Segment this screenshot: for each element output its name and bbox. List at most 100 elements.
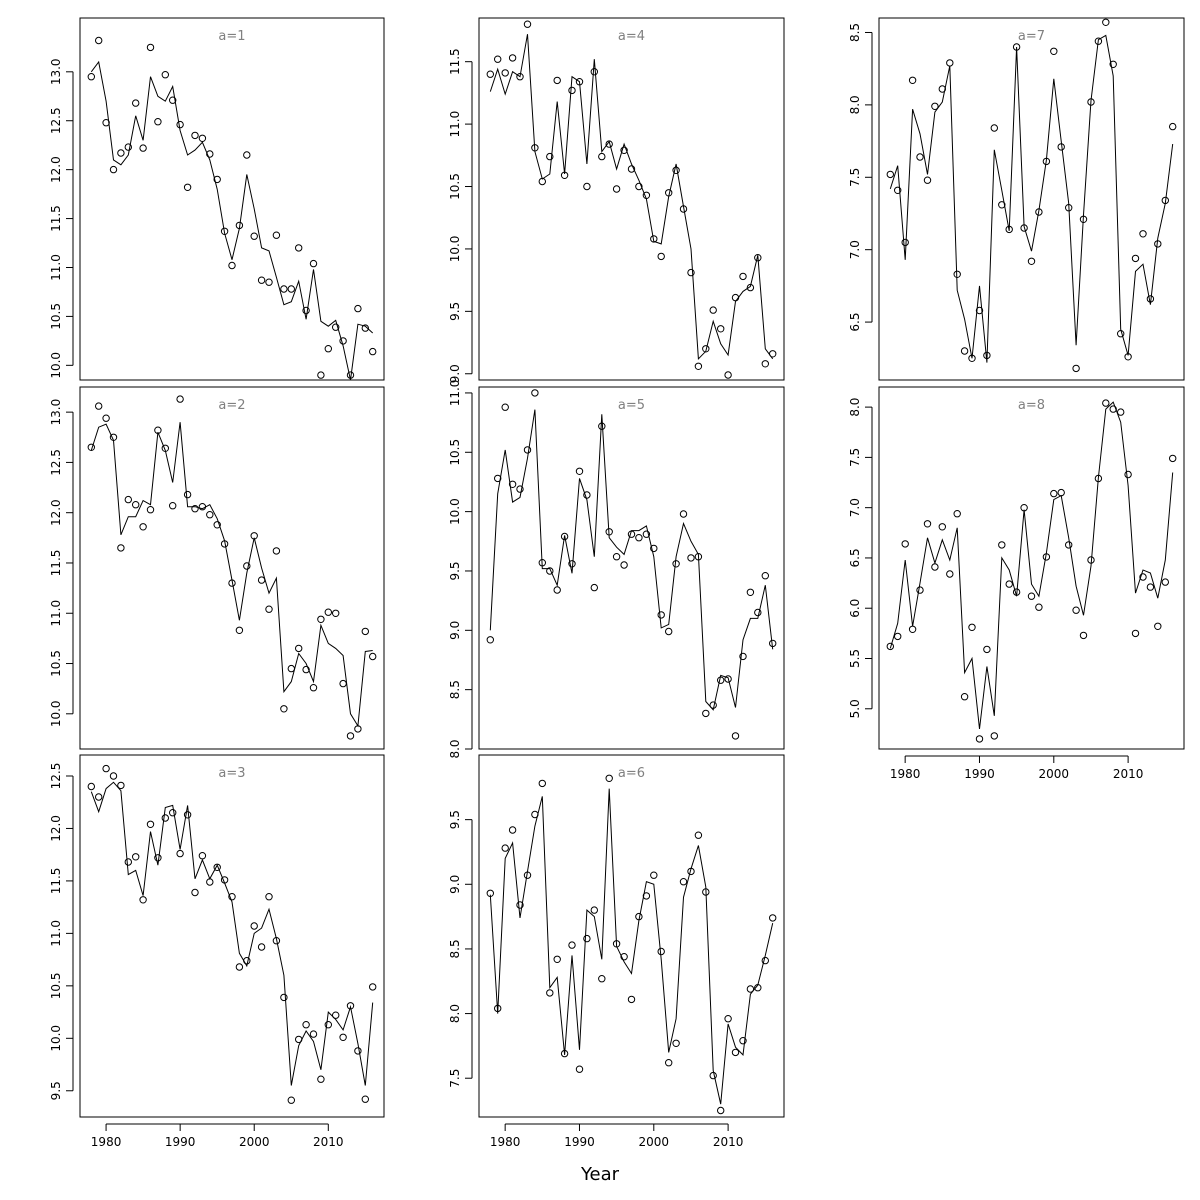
data-point xyxy=(272,231,281,239)
data-point xyxy=(1072,606,1080,614)
data-point xyxy=(1072,364,1080,373)
x-axis-label: Year xyxy=(580,1164,620,1185)
y-tick-label: 8.5 xyxy=(448,939,462,958)
y-tick-label: 5.0 xyxy=(848,699,862,718)
y-tick-label: 11.5 xyxy=(49,550,63,577)
data-point xyxy=(665,627,673,636)
data-point xyxy=(568,941,576,949)
panel-8: a=8 5.0 5.5 6.0 6.5 7.0 7.5 8.0 1980 1990 2000 2010 xyxy=(848,386,1185,781)
data-point xyxy=(546,152,554,161)
data-point xyxy=(968,623,976,631)
data-point xyxy=(1050,489,1058,498)
data-point xyxy=(486,70,494,78)
y-tick-label: 10.5 xyxy=(49,972,63,999)
data-point xyxy=(709,1071,717,1080)
data-point xyxy=(568,86,576,95)
data-point xyxy=(642,530,651,538)
y-tick-label: 10.5 xyxy=(49,650,63,677)
data-point xyxy=(169,96,177,104)
data-point xyxy=(583,491,591,499)
data-point xyxy=(354,304,362,313)
data-point xyxy=(1109,60,1117,69)
data-point xyxy=(295,644,303,653)
data-point xyxy=(998,541,1006,549)
data-point xyxy=(146,506,155,514)
y-tick-label: 10.0 xyxy=(49,352,63,379)
data-point xyxy=(332,609,340,617)
y-tick-label: 11.5 xyxy=(448,48,462,75)
data-point xyxy=(516,901,524,909)
data-point xyxy=(1154,622,1162,630)
panel-title: a=3 xyxy=(218,766,245,781)
data-point xyxy=(627,165,636,173)
y-axis: 9.0 9.5 10.0 10.5 11.0 11.5 xyxy=(448,48,473,383)
fitted-line xyxy=(889,34,1174,363)
data-point xyxy=(317,371,325,379)
y-tick-label: 9.0 xyxy=(448,875,462,894)
panel-4: a=4 9.0 9.5 10.0 10.5 11.0 11.5 xyxy=(448,17,785,383)
data-point xyxy=(332,323,340,331)
data-point xyxy=(169,809,177,817)
data-point xyxy=(228,893,236,901)
y-tick-label: 11.0 xyxy=(448,380,462,407)
data-point xyxy=(361,627,369,636)
y-tick-label: 7.5 xyxy=(448,1069,462,1088)
data-point xyxy=(761,572,769,580)
fitted-line xyxy=(90,60,374,380)
y-axis: 10.0 10.5 11.0 11.5 12.0 12.5 13.0 xyxy=(49,58,74,379)
data-point xyxy=(583,934,591,943)
data-point xyxy=(154,118,162,126)
data-point xyxy=(309,1030,318,1038)
y-axis: 9.5 10.0 10.5 11.0 11.5 12.0 12.5 xyxy=(49,763,74,1100)
data-point xyxy=(709,306,717,314)
data-point xyxy=(87,443,96,451)
data-point xyxy=(983,645,991,654)
panels-group: a=110.010.511.011.512.012.513.0a=210.010… xyxy=(49,17,1185,1149)
y-tick-label: 12.5 xyxy=(49,763,63,790)
data-point xyxy=(901,540,909,548)
data-point xyxy=(575,467,584,475)
data-point xyxy=(486,636,494,644)
data-point xyxy=(302,1020,310,1029)
data-point xyxy=(369,652,377,661)
data-point xyxy=(583,182,591,191)
panel-6: a=6 7.5 8.0 8.5 9.0 9.5 1980 1990 2000 2010 xyxy=(448,754,785,1149)
data-point xyxy=(746,588,755,596)
y-tick-label: 9.5 xyxy=(448,302,462,321)
data-point xyxy=(1057,488,1065,497)
y-axis: 6.5 7.0 7.5 8.0 8.5 xyxy=(848,23,873,332)
y-tick-label: 12.5 xyxy=(49,449,63,476)
y-tick-label: 8.0 xyxy=(848,398,862,417)
data-point xyxy=(560,532,569,541)
y-tick-label: 10.0 xyxy=(49,1025,63,1052)
data-point xyxy=(191,131,199,140)
data-point xyxy=(546,989,554,997)
data-point xyxy=(176,120,184,129)
data-point xyxy=(183,183,192,192)
fitted-line xyxy=(90,781,374,1086)
data-point xyxy=(1102,399,1110,407)
y-tick-label: 9.0 xyxy=(448,621,462,640)
data-point xyxy=(317,1075,325,1083)
y-tick-label: 10.5 xyxy=(448,173,462,200)
data-point xyxy=(650,544,658,553)
data-point xyxy=(213,863,221,871)
data-point xyxy=(746,985,755,993)
data-point xyxy=(117,781,125,790)
y-tick-label: 12.0 xyxy=(49,815,63,842)
data-point xyxy=(657,947,665,956)
panel-title: a=1 xyxy=(218,29,245,44)
data-point xyxy=(635,182,643,191)
data-point xyxy=(161,814,170,822)
data-point xyxy=(132,853,140,861)
data-point xyxy=(990,732,998,740)
x-tick-label: 1980 xyxy=(890,767,921,781)
data-point xyxy=(923,520,932,528)
data-point xyxy=(916,153,924,161)
y-tick-label: 6.0 xyxy=(848,599,862,618)
data-point xyxy=(1139,230,1147,238)
data-point xyxy=(508,826,517,834)
y-tick-label: 11.5 xyxy=(49,868,63,895)
data-point xyxy=(931,102,939,111)
data-point xyxy=(523,20,532,28)
